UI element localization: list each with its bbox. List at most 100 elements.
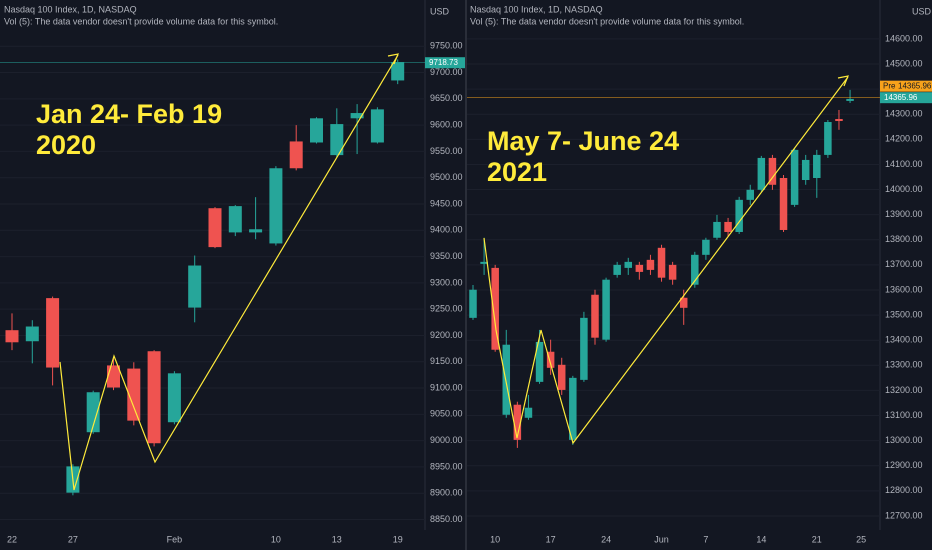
x-tick-label: 7 [703, 534, 708, 544]
candle-body [524, 407, 533, 418]
candle-body [735, 199, 743, 232]
candle-body [480, 261, 488, 264]
candle-body [208, 208, 222, 248]
y-tick-label: 13100.00 [885, 410, 923, 420]
y-tick-label: 13800.00 [885, 234, 923, 244]
candle-body [228, 206, 242, 233]
x-tick-label: 19 [393, 534, 403, 544]
y-tick-label: 13300.00 [885, 360, 923, 370]
y-tick-label: 9250.00 [430, 304, 463, 314]
last-price-label: 14365.96 [884, 93, 918, 102]
trend-drawing [483, 76, 849, 445]
y-axis-unit: USD [430, 6, 450, 16]
y-tick-label: 12700.00 [885, 510, 923, 520]
y-tick-label: 9550.00 [430, 146, 463, 156]
candle-body [679, 297, 688, 308]
candle-body [330, 124, 344, 156]
candle-body [557, 364, 566, 390]
candle-body [86, 392, 100, 433]
annotation: 2020 [36, 130, 96, 160]
arrow-head [387, 53, 399, 65]
y-tick-label: 9050.00 [430, 409, 463, 419]
y-tick-label: 9500.00 [430, 172, 463, 182]
symbol-title: Nasdaq 100 Index, 1D, NASDAQ [4, 4, 137, 14]
y-tick-label: 13500.00 [885, 309, 923, 319]
y-tick-label: 9750.00 [430, 41, 463, 51]
trend-drawing [59, 54, 399, 491]
candle-body [835, 119, 843, 122]
x-tick-label: 22 [7, 534, 17, 544]
y-tick-label: 8900.00 [430, 488, 463, 498]
y-tick-label: 14200.00 [885, 134, 923, 144]
candle-body [824, 122, 832, 155]
candle-body [602, 279, 610, 340]
y-tick-label: 9350.00 [430, 251, 463, 261]
y-tick-label: 13400.00 [885, 335, 923, 345]
y-tick-label: 9000.00 [430, 435, 463, 445]
y-tick-label: 9100.00 [430, 382, 463, 392]
pre-label: Pre [883, 81, 896, 90]
y-tick-label: 12800.00 [885, 485, 923, 495]
y-tick-label: 14300.00 [885, 109, 923, 119]
candle-body [249, 229, 263, 233]
y-tick-label: 9200.00 [430, 330, 463, 340]
x-tick-label: 17 [546, 534, 556, 544]
candle-body [624, 261, 633, 268]
y-tick-label: 13600.00 [885, 284, 923, 294]
y-tick-label: 9150.00 [430, 356, 463, 366]
candle-body [188, 265, 202, 308]
candle-body [613, 264, 621, 275]
candle-body [535, 341, 544, 382]
candle-body [591, 294, 599, 338]
candle-body [657, 247, 666, 278]
y-tick-label: 8850.00 [430, 514, 463, 524]
candle-body [569, 377, 577, 440]
y-tick-label: 9450.00 [430, 198, 463, 208]
pre-price-label: 14365.96 [898, 81, 932, 90]
candle-body [691, 254, 699, 285]
last-price-label: 9718.73 [429, 58, 458, 67]
y-tick-label: 9300.00 [430, 277, 463, 287]
candle-body [779, 178, 788, 230]
y-tick-label: 9400.00 [430, 225, 463, 235]
annotation: Jan 24- Feb 19 [36, 99, 222, 129]
candle-body [768, 157, 777, 185]
candle-body [469, 289, 477, 318]
volume-note: Vol (5): The data vendor doesn't provide… [4, 16, 278, 26]
candle-body [546, 351, 555, 368]
y-tick-label: 9600.00 [430, 120, 463, 130]
candle-body [702, 239, 710, 255]
candle-body [350, 113, 364, 119]
x-tick-label: 27 [68, 534, 78, 544]
candle-body [668, 264, 677, 280]
candle-body [289, 141, 303, 169]
candle-body [167, 373, 181, 423]
y-tick-label: 9700.00 [430, 67, 463, 77]
candle-body [147, 351, 161, 444]
candle-body [370, 109, 384, 143]
y-tick-label: 12900.00 [885, 460, 923, 470]
candle-body [391, 62, 405, 81]
pre-price-box [880, 80, 932, 92]
candle-body [491, 267, 499, 350]
y-tick-label: 14600.00 [885, 33, 923, 43]
candle-body [107, 365, 120, 388]
y-tick-label: 14100.00 [885, 159, 923, 169]
candle-body [25, 326, 39, 342]
x-tick-label: 21 [812, 534, 822, 544]
y-axis-unit: USD [912, 6, 932, 16]
candle-body [813, 154, 821, 179]
y-tick-label: 13200.00 [885, 385, 923, 395]
candle-body [310, 118, 323, 143]
x-tick-label: Jun [654, 534, 669, 544]
last-price-box [425, 57, 465, 69]
candle-body [5, 330, 19, 343]
candle-body [127, 368, 141, 421]
candle-body [801, 159, 810, 181]
candle-body [580, 317, 588, 380]
y-tick-label: 13000.00 [885, 435, 923, 445]
x-tick-label: Feb [167, 534, 183, 544]
candle-body [269, 168, 283, 244]
x-tick-label: 24 [601, 534, 611, 544]
candle-body [635, 264, 644, 272]
